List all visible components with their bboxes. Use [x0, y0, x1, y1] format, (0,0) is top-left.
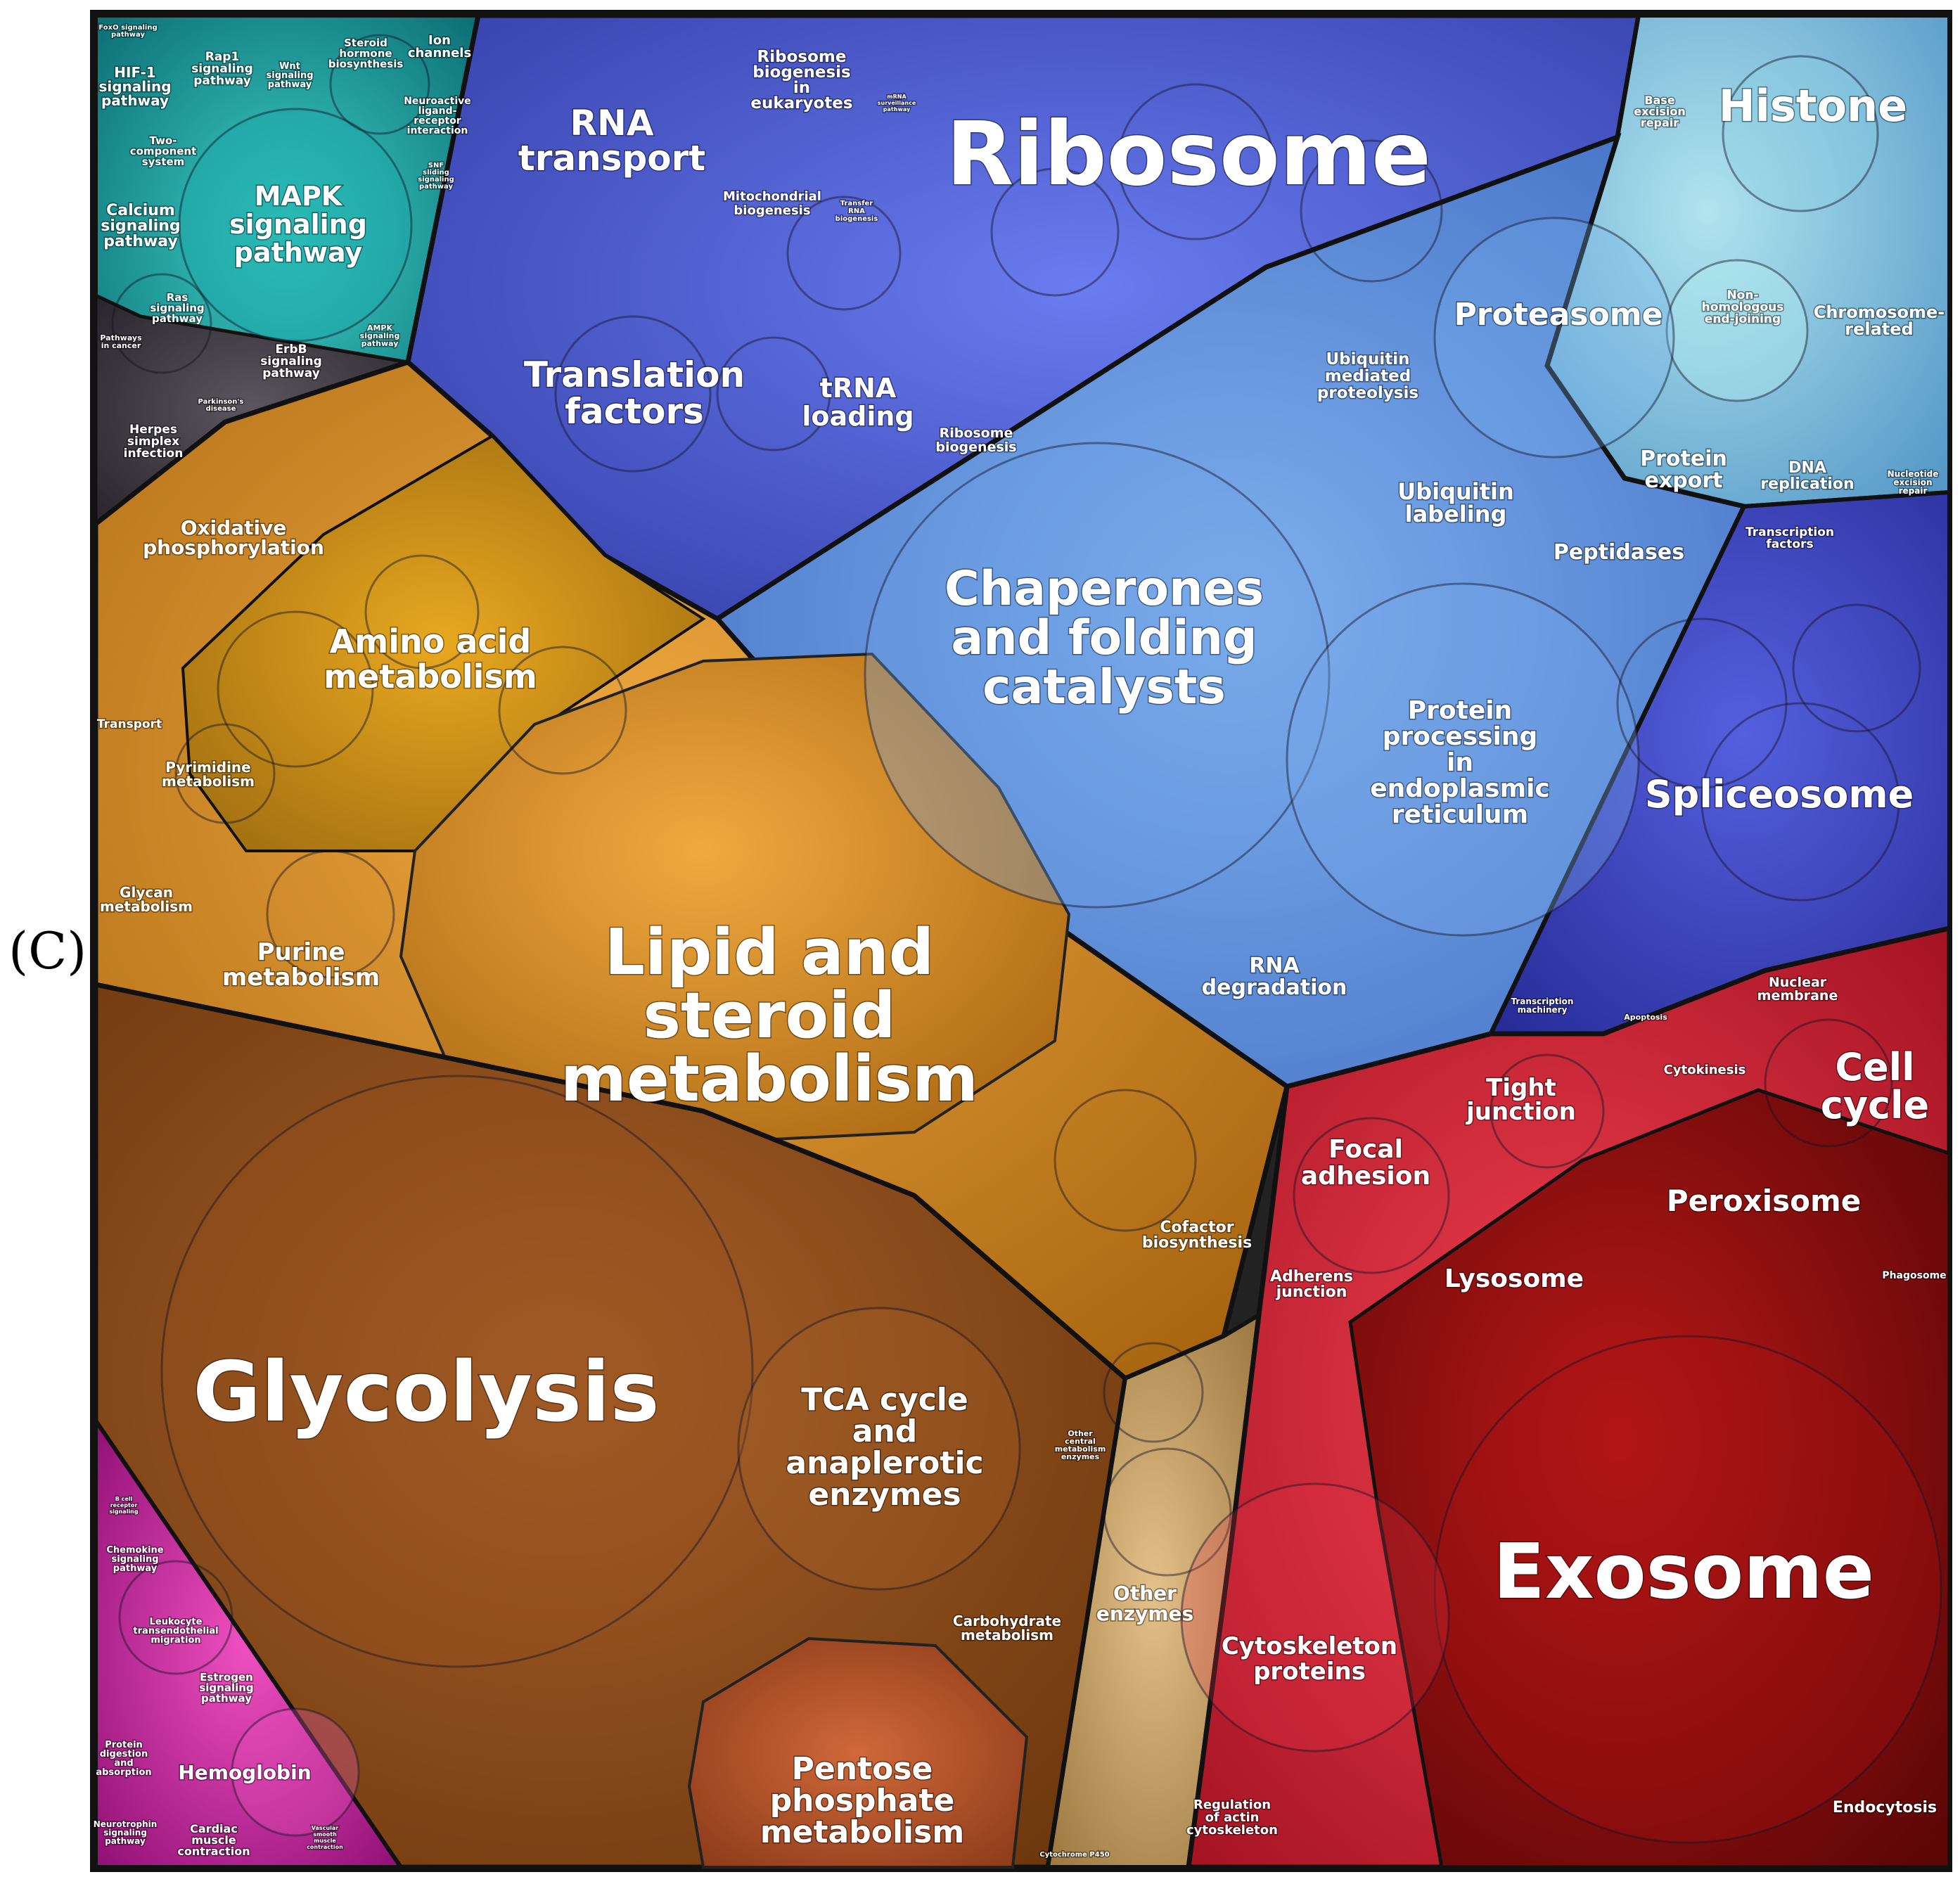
label-lysosome: Lysosome: [1445, 1264, 1584, 1293]
label-steroid-hormone: Steroid hormone biosynthesis: [328, 37, 404, 70]
label-vascular: Vascular smooth muscle contraction: [307, 1825, 343, 1850]
cell-proteasome: [1433, 217, 1675, 459]
label-rna-degradation: RNA degradation: [1202, 954, 1347, 1000]
label-other-central: Other central metabolism enzymes: [1055, 1429, 1106, 1461]
label-peroxisome: Peroxisome: [1667, 1184, 1861, 1218]
label-cytoskeleton: Cytoskeleton proteins: [1222, 1632, 1397, 1686]
cell-mapk: [178, 108, 413, 342]
label-ubiquitin-mediated: Ubiquitin mediated proteolysis: [1317, 350, 1418, 402]
label-cytokinesis: Cytokinesis: [1664, 1063, 1746, 1077]
label-dna-replication: DNA replication: [1760, 459, 1854, 493]
label-translation-factors: Translation factors: [524, 354, 745, 432]
label-ampk: AMPK signaling pathway: [360, 323, 400, 348]
label-snf: SNF sliding signaling pathway: [418, 162, 454, 191]
label-carbohydrate: Carbohydrate metabolism: [953, 1613, 1061, 1643]
label-non-homologous: Non-homologous end-joining: [1702, 288, 1784, 326]
label-hif1: HIF-1 signaling pathway: [98, 64, 171, 109]
label-lipid: Lipid and steroid metabolism: [561, 916, 978, 1116]
label-ubiquitin-labeling: Ubiquitin labeling: [1397, 478, 1514, 527]
label-cell-cycle: Cell cycle: [1821, 1045, 1929, 1127]
label-glycan: Glycan metabolism: [100, 884, 193, 915]
cell-protein-processing: [1286, 582, 1640, 937]
label-rna-transport: RNA transport: [518, 103, 705, 179]
label-peptidases: Peptidases: [1554, 540, 1684, 565]
label-protein-processing: Protein processing in endoplasmic reticulum: [1370, 696, 1550, 829]
label-chromosome-related: Chromosome-related: [1814, 302, 1945, 339]
label-pathways-in-cancer: Pathways in cancer: [100, 333, 142, 350]
label-mapk: MAPK signaling pathway: [229, 181, 367, 268]
label-trna-loading: tRNA loading: [802, 373, 914, 432]
label-hemoglobin: Hemoglobin: [178, 1761, 311, 1784]
label-focal-adhesion: Focal adhesion: [1301, 1135, 1430, 1191]
label-transcription-factors: Transcription factors: [1746, 525, 1834, 551]
label-phagosome: Phagosome: [1882, 1270, 1946, 1281]
label-spliceosome: Spliceosome: [1645, 772, 1914, 816]
label-endocytosis: Endocytosis: [1833, 1799, 1937, 1816]
label-wnt: Wnt signaling pathway: [267, 61, 314, 90]
label-ion-channels: Ion channels: [408, 33, 471, 60]
label-chaperones: Chaperones and folding catalysts: [944, 561, 1264, 715]
region-immune-magenta: [94, 1414, 405, 1869]
label-protein-digestion: Protein digestion and absorption: [96, 1740, 151, 1778]
label-tca: TCA cycle and anaplerotic enzymes: [786, 1382, 983, 1513]
label-erbb: ErbB signaling pathway: [260, 342, 322, 380]
label-purine: Purine metabolism: [222, 938, 380, 992]
label-herpes: Herpes simplex infection: [124, 423, 184, 461]
label-ribosome: Ribosome: [946, 103, 1431, 205]
label-cardiac: Cardiac muscle contraction: [177, 1822, 250, 1858]
label-parkinsons: Parkinson's disease: [198, 398, 244, 413]
cell-tca: [737, 1307, 1021, 1591]
label-nucleotide-excision: Nucleotide excision repair: [1888, 469, 1939, 496]
label-glycolysis: Glycolysis: [193, 1343, 660, 1440]
cell-pentose: [687, 1636, 1029, 1869]
label-cytochrome: Cytochrome P450: [1039, 1851, 1109, 1859]
label-neuroactive: Neuroactive ligand-receptor interaction: [404, 96, 471, 136]
panel-letter: (C): [8, 921, 87, 980]
label-cofactor: Cofactor biosynthesis: [1142, 1219, 1252, 1252]
label-protein-export: Protein export: [1640, 447, 1727, 493]
label-rap1: Rap1 signaling pathway: [191, 50, 253, 88]
label-nuclear-membrane: Nuclear membrane: [1757, 975, 1838, 1004]
region-amino-acid: [181, 434, 706, 852]
cell-lipid-steroid: [399, 652, 1071, 1148]
label-regulation-actin: Regulation of actin cytoskeleton: [1186, 1798, 1278, 1838]
label-tight-junction: Tight junction: [1465, 1074, 1576, 1126]
label-ribosome-biogenesis-eukaryotes: Ribosome biogenesis in eukaryotes: [750, 48, 852, 113]
label-transfer-rna-biogenesis: Transfer RNA biogenesis: [835, 200, 878, 223]
cell-glycolysis: [160, 1075, 754, 1668]
label-base-excision-repair: Base excision repair: [1634, 94, 1686, 129]
label-transcription-machinery: Transcription machinery: [1511, 997, 1574, 1015]
label-other-enzymes: Other enzymes: [1096, 1582, 1193, 1625]
label-amino-acid: Amino acid metabolism: [324, 622, 537, 696]
label-mitochondrial-biogenesis: Mitochondrial biogenesis: [723, 189, 821, 218]
label-apoptosis: Apoptosis: [1624, 1013, 1667, 1022]
inner-cells: [111, 34, 1942, 1844]
label-chemokine: Chemokine signaling pathway: [106, 1545, 163, 1574]
label-leukocyte: Leukocyte transendothelial migration: [133, 1617, 218, 1646]
label-estrogen: Estrogen signaling pathway: [199, 1671, 253, 1705]
label-calcium: Calcium signaling pathway: [101, 202, 180, 250]
cell-exosome: [1433, 1335, 1942, 1844]
label-ras: Ras signaling pathway: [150, 291, 204, 325]
label-transport: Transport: [97, 717, 162, 731]
region-vesicle-darkred: [1348, 1088, 1952, 1869]
label-ribosome-biogenesis: Ribosome biogenesis: [935, 425, 1016, 455]
label-two-component: Two-component system: [130, 134, 197, 168]
label-histone: Histone: [1719, 80, 1907, 132]
label-b-cell: B cell receptor signaling: [109, 1496, 139, 1515]
label-proteasome: Proteasome: [1454, 297, 1663, 333]
label-oxidative-phosphorylation: Oxidative phosphorylation: [143, 516, 324, 559]
label-adherens: Adherens junction: [1270, 1268, 1353, 1301]
label-pentose: Pentose phosphate metabolism: [760, 1751, 964, 1850]
label-pyrimidine: Pyrimidine metabolism: [162, 759, 255, 790]
cell-chaperones: [864, 442, 1331, 909]
label-exosome: Exosome: [1493, 1528, 1874, 1616]
label-neurotrophin: Neurotrophin signaling pathway: [94, 1819, 158, 1846]
label-mrna-surveillance: mRNA surveillance pathway: [878, 94, 916, 113]
label-foxo: FoxO signaling pathway: [98, 24, 157, 39]
